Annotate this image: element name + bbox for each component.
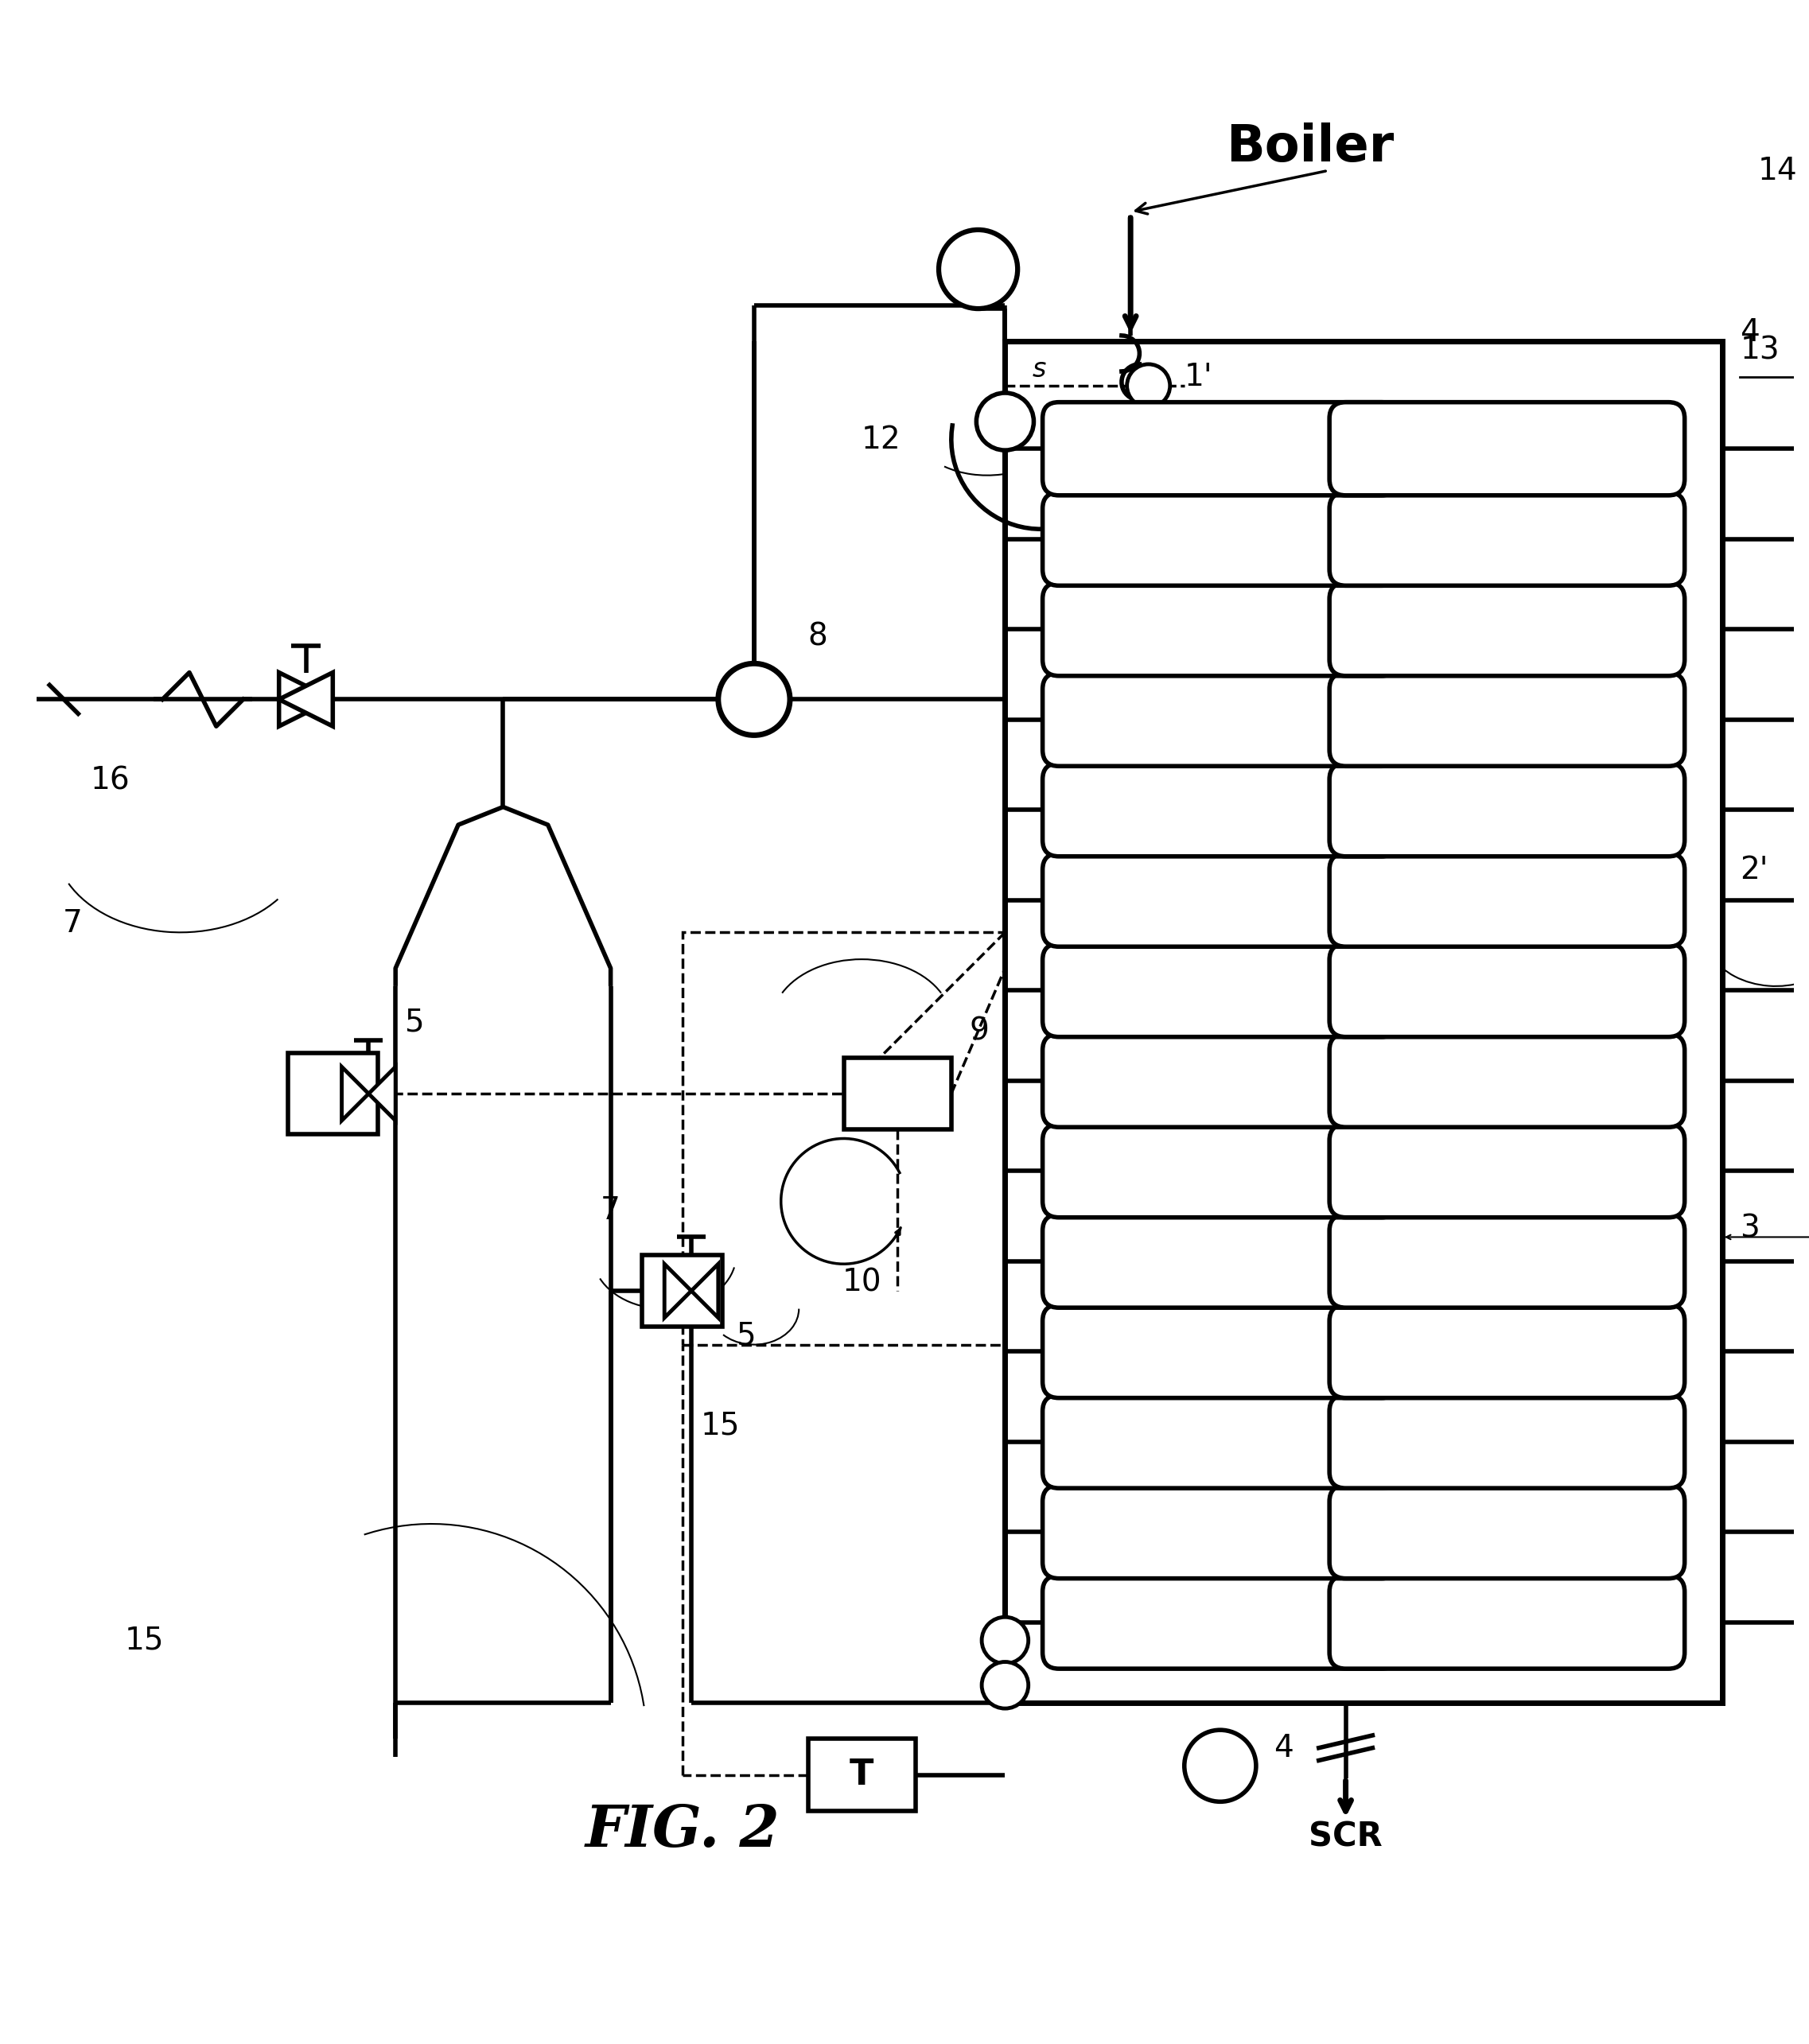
- Text: T: T: [850, 1758, 874, 1793]
- FancyBboxPatch shape: [1330, 944, 1684, 1036]
- FancyBboxPatch shape: [1330, 1214, 1684, 1308]
- Text: 9: 9: [970, 1016, 990, 1047]
- Text: 1': 1': [1185, 362, 1212, 392]
- FancyBboxPatch shape: [1330, 1304, 1684, 1398]
- FancyBboxPatch shape: [1330, 1576, 1684, 1668]
- Circle shape: [718, 664, 791, 736]
- Text: 4: 4: [1274, 1733, 1293, 1764]
- Text: 10: 10: [841, 1267, 881, 1298]
- FancyBboxPatch shape: [1042, 1576, 1398, 1668]
- Bar: [682, 932, 1006, 1345]
- FancyBboxPatch shape: [1042, 1304, 1398, 1398]
- Bar: [1006, 341, 1722, 1703]
- Polygon shape: [279, 672, 333, 726]
- Text: 15: 15: [125, 1625, 165, 1656]
- Text: 12: 12: [861, 425, 901, 456]
- FancyBboxPatch shape: [1330, 854, 1684, 946]
- Text: 7: 7: [63, 908, 83, 938]
- FancyBboxPatch shape: [1042, 1034, 1398, 1126]
- Polygon shape: [691, 1263, 718, 1318]
- Text: 7: 7: [601, 1196, 620, 1226]
- Text: FIG. 2: FIG. 2: [584, 1803, 780, 1858]
- Text: s: s: [1031, 356, 1046, 382]
- FancyBboxPatch shape: [1330, 762, 1684, 856]
- Text: 5: 5: [405, 1008, 423, 1036]
- FancyBboxPatch shape: [1042, 672, 1398, 766]
- FancyBboxPatch shape: [1330, 403, 1684, 495]
- FancyBboxPatch shape: [1330, 1124, 1684, 1218]
- Text: 4: 4: [1740, 317, 1760, 347]
- FancyBboxPatch shape: [1042, 583, 1398, 677]
- FancyBboxPatch shape: [1330, 493, 1684, 587]
- Bar: [809, 1739, 915, 1811]
- FancyBboxPatch shape: [1042, 1486, 1398, 1578]
- FancyBboxPatch shape: [1330, 1034, 1684, 1126]
- Text: SCR: SCR: [1308, 1821, 1382, 1854]
- Text: 14: 14: [1758, 155, 1798, 186]
- Circle shape: [1127, 364, 1170, 407]
- FancyBboxPatch shape: [1042, 493, 1398, 587]
- Text: 2': 2': [1740, 854, 1769, 885]
- Text: 5: 5: [736, 1320, 756, 1351]
- Circle shape: [982, 1662, 1028, 1709]
- Text: 11: 11: [1040, 1635, 1080, 1664]
- Bar: [642, 1255, 722, 1327]
- Text: 16: 16: [90, 764, 130, 795]
- FancyBboxPatch shape: [1042, 1394, 1398, 1488]
- Polygon shape: [279, 672, 333, 726]
- Polygon shape: [369, 1067, 396, 1120]
- Text: 8: 8: [809, 621, 827, 652]
- FancyBboxPatch shape: [1042, 1214, 1398, 1308]
- Bar: [843, 1059, 952, 1130]
- FancyBboxPatch shape: [1330, 672, 1684, 766]
- Circle shape: [982, 1617, 1028, 1664]
- FancyBboxPatch shape: [1330, 1486, 1684, 1578]
- FancyBboxPatch shape: [1330, 1394, 1684, 1488]
- Circle shape: [939, 229, 1018, 309]
- Circle shape: [1185, 1729, 1255, 1801]
- FancyBboxPatch shape: [1042, 762, 1398, 856]
- Text: 15: 15: [700, 1410, 740, 1441]
- Circle shape: [977, 392, 1033, 450]
- FancyBboxPatch shape: [1042, 403, 1398, 495]
- Text: 3: 3: [1740, 1214, 1760, 1243]
- FancyBboxPatch shape: [1042, 1124, 1398, 1218]
- FancyBboxPatch shape: [1330, 583, 1684, 677]
- Bar: [288, 1053, 378, 1134]
- FancyBboxPatch shape: [1042, 944, 1398, 1036]
- Polygon shape: [664, 1263, 691, 1318]
- Text: 13: 13: [1740, 335, 1780, 366]
- FancyBboxPatch shape: [1042, 854, 1398, 946]
- Polygon shape: [342, 1067, 369, 1120]
- Text: Boiler: Boiler: [1227, 123, 1395, 172]
